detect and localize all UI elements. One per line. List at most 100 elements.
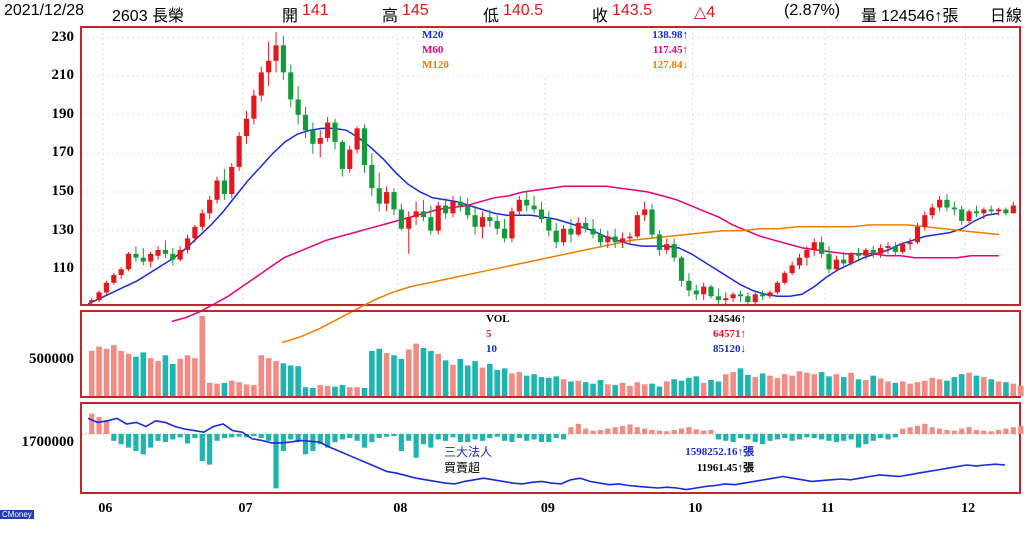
- volume-bar: [236, 382, 242, 396]
- candle: [951, 201, 957, 216]
- netbuy-bar: [207, 434, 213, 465]
- netbuy-bar: [450, 434, 456, 438]
- candle: [723, 292, 729, 304]
- netbuy-bar: [384, 434, 390, 437]
- candle-body: [774, 282, 780, 293]
- volume-bar: [936, 379, 943, 396]
- candle: [811, 238, 817, 256]
- candle-body: [384, 192, 390, 204]
- candle: [590, 219, 596, 239]
- netbuy-bar: [155, 434, 161, 441]
- netbuy-bar: [914, 425, 921, 434]
- candle: [428, 205, 434, 235]
- volume-bar: [383, 353, 390, 396]
- volume-bar: [457, 358, 464, 396]
- netbuy-bar: [671, 429, 677, 434]
- volume-bar: [722, 374, 729, 396]
- volume-bar: [546, 377, 552, 396]
- candle: [96, 290, 102, 303]
- netbuy-bar: [619, 425, 626, 434]
- candle-body: [966, 211, 972, 222]
- candle: [258, 66, 264, 102]
- volume-bar: [708, 380, 714, 396]
- candle: [229, 163, 235, 198]
- netbuy-bar: [229, 434, 235, 438]
- candle: [398, 203, 404, 231]
- candle-body: [443, 205, 449, 214]
- netbuy-bar: [951, 430, 957, 434]
- candle: [715, 288, 721, 304]
- candle: [944, 193, 950, 212]
- candle-body: [391, 192, 397, 210]
- volume-bar: [885, 381, 891, 396]
- ma-legend: M20 138.98↑ M60 117.45↑ M120 127.84↓: [418, 28, 692, 76]
- candle: [863, 248, 869, 260]
- volume-bar: [214, 383, 220, 396]
- volume-bar: [133, 356, 139, 396]
- candle: [988, 205, 994, 216]
- candle: [501, 219, 508, 243]
- candle: [243, 110, 250, 144]
- volume-bar: [582, 382, 589, 396]
- volume-bar: [892, 382, 899, 396]
- candle-body: [951, 207, 957, 210]
- candle-body: [546, 219, 552, 231]
- candle-body: [627, 236, 633, 239]
- vol5-name: 5: [486, 328, 492, 340]
- netbuy-bar: [509, 434, 515, 443]
- netbuy-bar: [870, 434, 876, 441]
- volume-bar: [737, 368, 744, 396]
- netbuy-bar: [597, 429, 604, 434]
- volume-bar: [715, 381, 722, 396]
- netbuy-bar: [199, 434, 205, 462]
- candle: [583, 217, 589, 233]
- vol10-name: 10: [486, 343, 497, 355]
- netbuy-bar: [295, 434, 301, 443]
- candle: [892, 242, 898, 256]
- netbuy-bar: [826, 434, 832, 441]
- candle: [221, 168, 227, 200]
- netbuy-bar: [266, 434, 272, 441]
- candle: [878, 244, 884, 258]
- volume-bar: [199, 316, 206, 396]
- volume-bar: [641, 384, 648, 396]
- candle-body: [207, 199, 213, 214]
- price-tick-label: 150: [51, 183, 75, 200]
- candle: [796, 253, 803, 270]
- volume-bar: [273, 361, 279, 396]
- netbuy-bar: [192, 434, 198, 439]
- netbuy-bar: [96, 417, 102, 434]
- candle-body: [671, 244, 677, 258]
- volume-bar: [870, 375, 877, 396]
- volume-bar: [678, 380, 685, 396]
- netbuy-bar: [995, 429, 1002, 434]
- candle: [914, 222, 921, 245]
- volume-bar: [258, 355, 265, 396]
- candle-body: [376, 188, 382, 204]
- date-label: 2021/12/28: [4, 2, 85, 19]
- candle: [406, 211, 412, 254]
- candle-body: [811, 242, 817, 250]
- candle-body: [494, 221, 500, 229]
- volume-bar: [752, 377, 759, 396]
- volume-bar: [147, 358, 154, 396]
- netbuy-bar: [479, 434, 486, 441]
- netbuy-bar: [878, 434, 884, 439]
- candle-body: [656, 234, 662, 250]
- candle-body: [782, 273, 788, 283]
- volume-bar: [848, 372, 854, 396]
- candle-body: [531, 205, 537, 210]
- candle-body: [892, 246, 898, 252]
- candle: [560, 224, 567, 247]
- change-percent: (2.87%): [784, 2, 841, 19]
- candle: [538, 201, 545, 223]
- institutional-chart: [82, 413, 1024, 491]
- candle-body: [723, 298, 729, 301]
- candle: [118, 267, 124, 279]
- month-tick-label: 06: [98, 501, 113, 516]
- netbuy-bar: [332, 434, 338, 443]
- volume-bar: [516, 372, 523, 396]
- netbuy-bar: [929, 427, 935, 434]
- institutional-panel: 三大法人 1598252.16↑張 買賣超 11961.45↑張: [80, 402, 1024, 494]
- candle-body: [89, 300, 95, 303]
